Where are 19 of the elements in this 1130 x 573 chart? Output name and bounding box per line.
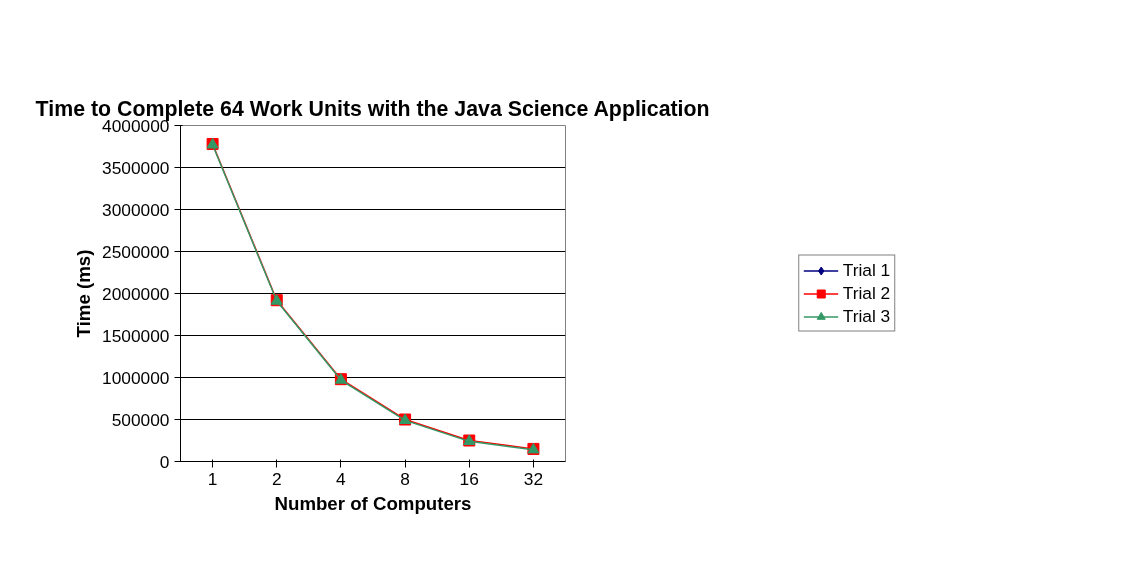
x-tick-label: 8 [400,468,410,489]
y-tick-label: 1000000 [102,367,170,388]
x-tick-label: 4 [336,468,347,489]
x-tick-label: 1 [207,468,218,489]
y-tick-label: 3500000 [102,157,170,178]
y-tick-label: 3000000 [102,199,170,220]
y-tick-label: 500000 [111,409,170,430]
x-tick-label: 16 [459,468,479,489]
y-tick-label: 0 [159,451,170,472]
y-tick-label: 2500000 [102,241,170,262]
legend-label: Trial 1 [842,259,891,281]
legend-label: Trial 3 [842,305,891,327]
y-tick-label: 1500000 [102,325,170,346]
y-tick-label: 2000000 [102,283,170,304]
x-tick-label: 2 [271,468,282,489]
x-axis-title: Number of Computers [274,492,472,514]
legend-label: Trial 2 [842,282,891,304]
y-axis-title: Time (ms) [73,249,95,338]
x-tick-label: 32 [523,468,544,489]
